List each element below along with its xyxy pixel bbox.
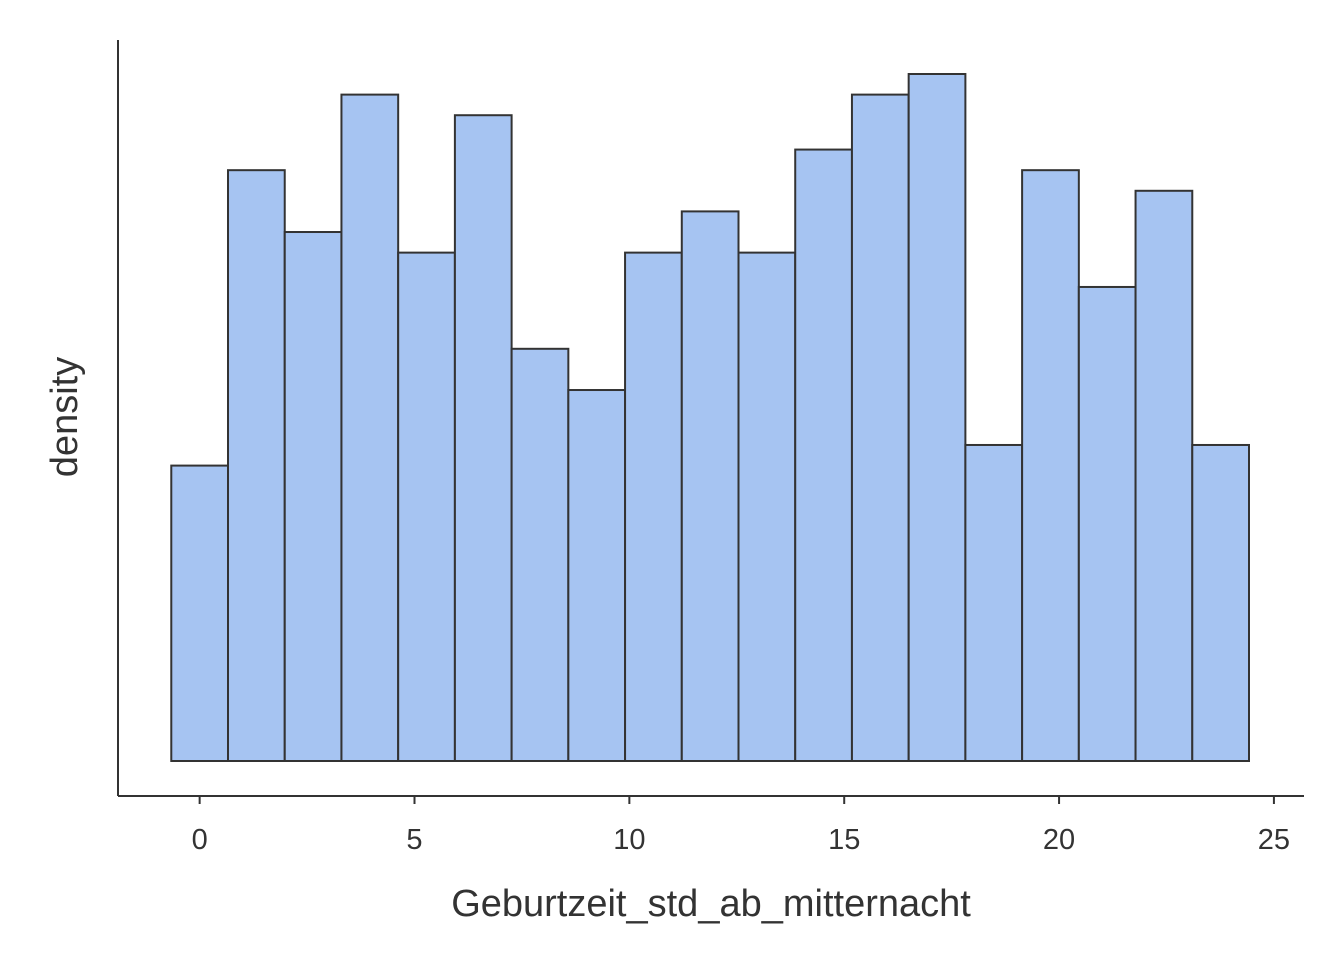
x-tick-label: 15 bbox=[828, 824, 860, 856]
histogram-bar bbox=[170, 464, 230, 762]
histogram-bar bbox=[1077, 285, 1137, 762]
histogram-bar bbox=[1021, 169, 1080, 762]
histogram-bar bbox=[680, 210, 740, 762]
x-tick-label: 25 bbox=[1258, 824, 1290, 856]
x-tick-label: 10 bbox=[613, 824, 645, 856]
histogram-bar bbox=[510, 347, 570, 762]
histogram-bar bbox=[624, 251, 683, 762]
x-axis-title: Geburtzeit_std_ab_mitternacht bbox=[451, 883, 971, 925]
histogram-bar bbox=[907, 73, 967, 762]
x-axis-ticks: 0 5 10 15 20 25 bbox=[192, 796, 1290, 856]
histogram-bar bbox=[794, 148, 853, 762]
histogram-bar bbox=[283, 231, 343, 762]
histogram-bar bbox=[340, 93, 400, 763]
x-tick-label: 0 bbox=[192, 824, 208, 856]
histogram-bar bbox=[1191, 443, 1250, 762]
x-tick-label: 5 bbox=[406, 824, 422, 856]
histogram-bar bbox=[227, 169, 286, 762]
histogram-bar bbox=[737, 251, 797, 762]
x-tick-label: 20 bbox=[1043, 824, 1075, 856]
histogram-bar bbox=[964, 443, 1024, 762]
histogram-bar bbox=[1134, 189, 1194, 763]
histogram-bar bbox=[397, 251, 456, 762]
histogram-bar bbox=[453, 114, 513, 763]
y-axis-title: density bbox=[44, 357, 86, 477]
histogram-bar bbox=[850, 93, 910, 763]
histogram-bar bbox=[567, 389, 627, 762]
bars-group bbox=[170, 73, 1250, 763]
